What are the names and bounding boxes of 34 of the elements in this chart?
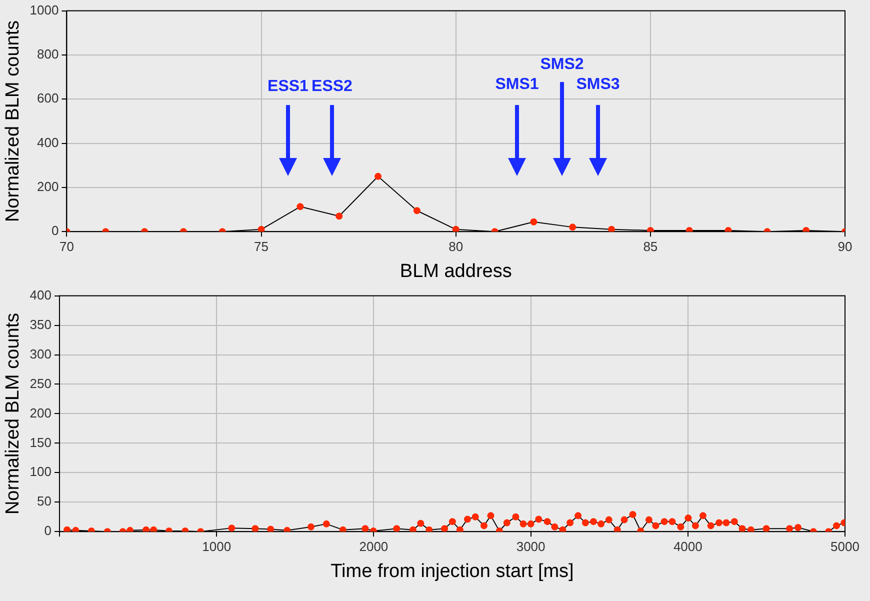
y-tick-label: 1000 <box>30 2 59 18</box>
x-tick-label: 1000 <box>202 538 232 554</box>
y-tick-label: 100 <box>30 464 52 480</box>
y-tick-label: 250 <box>30 376 52 391</box>
x-tick-label: 85 <box>643 238 658 254</box>
annotation: ESS1 <box>268 78 308 95</box>
x-tick-label: 4000 <box>673 538 702 554</box>
y-tick-label: 0 <box>44 523 52 538</box>
y-tick-label: 200 <box>30 405 52 420</box>
y-tick-label: 300 <box>30 346 52 362</box>
x-axis-title: BLM address <box>400 260 512 282</box>
y-tick-label: 50 <box>37 494 52 509</box>
x-tick-label: 75 <box>254 238 269 254</box>
annotation: SMS3 <box>575 76 621 94</box>
annotation: ESS2 <box>312 78 352 95</box>
y-axis-title: Normalized BLM counts <box>2 312 24 515</box>
y-tick-label: 400 <box>37 134 59 150</box>
y-tick-label: 150 <box>30 434 52 450</box>
y-tick-label: 350 <box>30 316 52 332</box>
y-tick-label: 400 <box>30 287 52 302</box>
y-tick-label: 0 <box>51 223 59 238</box>
y-tick-label: 600 <box>37 90 59 106</box>
x-tick-label: 70 <box>59 238 74 254</box>
x-tick-label: 80 <box>448 238 464 254</box>
annotation: SMS1 <box>494 76 540 94</box>
y-tick-label: 800 <box>37 46 59 62</box>
x-tick-label: 2000 <box>359 538 388 554</box>
x-tick-label: 5000 <box>830 538 860 554</box>
x-tick-label: 3000 <box>516 538 546 554</box>
annotation: SMS2 <box>539 56 585 74</box>
y-axis-title: Normalized BLM counts <box>2 20 24 222</box>
x-tick-label: 90 <box>838 238 852 254</box>
x-axis-title: Time from injection start [ms] <box>330 560 574 582</box>
y-tick-label: 200 <box>37 179 59 194</box>
